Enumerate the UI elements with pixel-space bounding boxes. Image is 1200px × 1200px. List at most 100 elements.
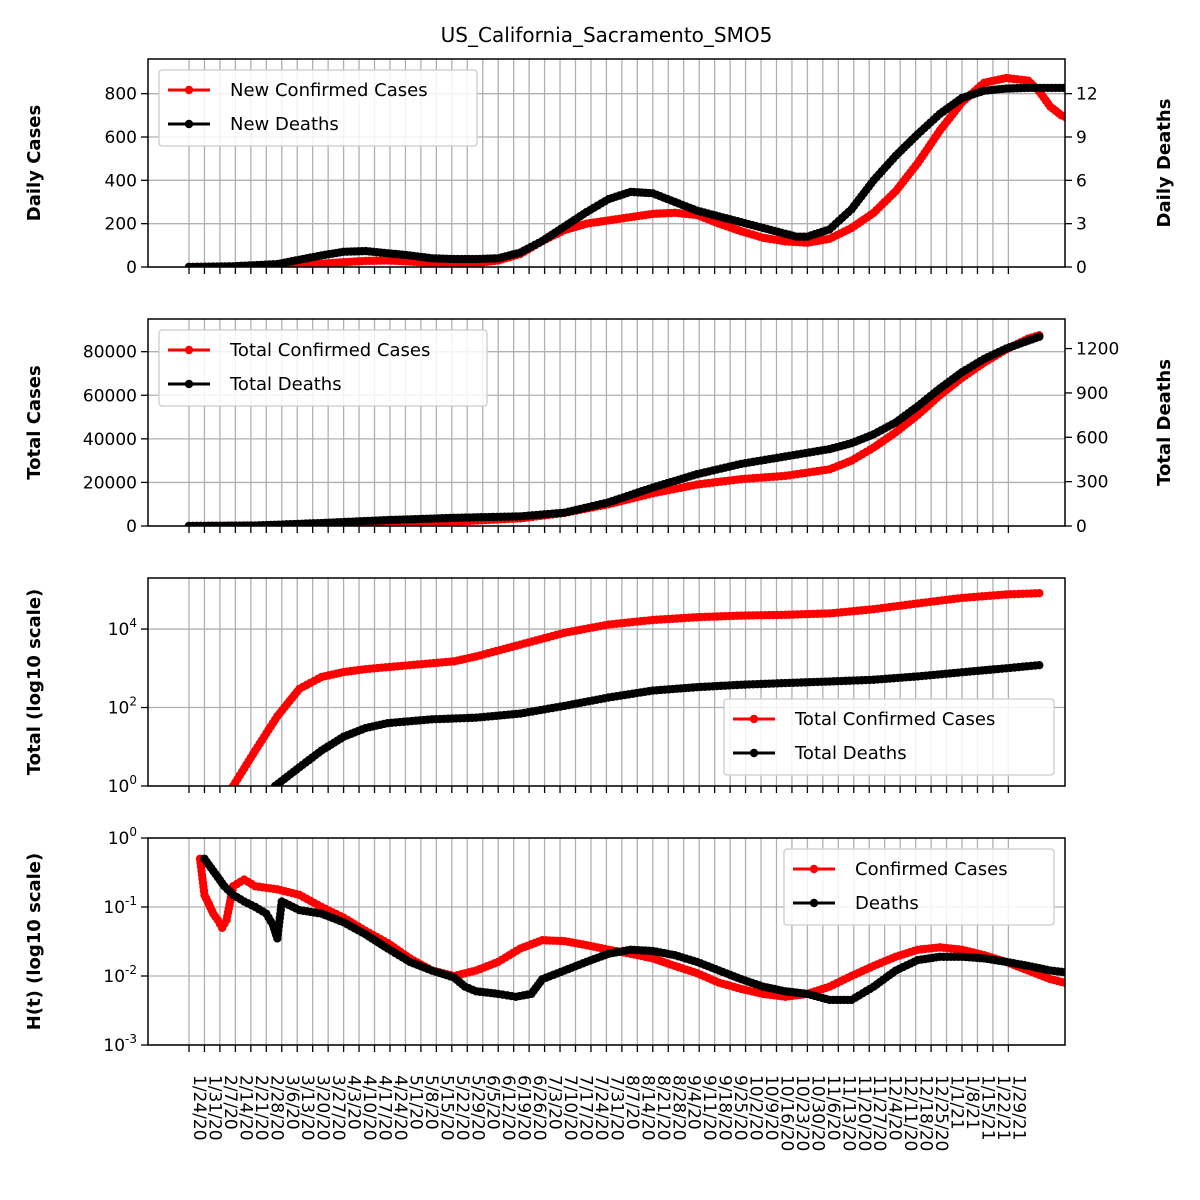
legend-swatch-marker [184, 345, 194, 355]
x-tick-label: 1/8/21 [962, 1075, 982, 1130]
legend-label: New Confirmed Cases [230, 80, 428, 101]
x-tick-label: 1/31/20 [204, 1075, 224, 1141]
y-tick-label: 20000 [83, 473, 137, 493]
data-point [1064, 116, 1065, 121]
data-point [1072, 117, 1080, 125]
panel-4: H(t) (log10 scale) Confirmed Cases Deaths [24, 837, 1098, 1052]
x-tick-label: 7/17/20 [576, 1075, 596, 1141]
data-point [1079, 970, 1087, 978]
data-point [1068, 980, 1076, 988]
x-tick-label: 6/26/20 [529, 1075, 549, 1141]
y-right-tick-label: 3 [1076, 215, 1087, 235]
x-tick-label: 1/15/21 [977, 1075, 997, 1141]
x-tick-label: 1/1/21 [947, 1075, 967, 1130]
y-right-tick-label: 300 [1076, 473, 1108, 493]
x-tick-label: 2/14/20 [235, 1075, 255, 1141]
y-axis-label: Daily Cases [24, 105, 45, 221]
data-point [1068, 116, 1076, 124]
y-axis-label: H(t) (log10 scale) [24, 853, 45, 1031]
data-point [1060, 968, 1065, 977]
x-tick-label: 5/29/20 [467, 1075, 487, 1141]
x-tick-label: 2/21/20 [251, 1075, 271, 1141]
data-point [1064, 981, 1065, 986]
panel-1: 0 200 400 600 800 0 3 6 9 12 Daily Cases Daily Deat… [24, 58, 1175, 278]
y-right-tick-label: 12 [1076, 85, 1098, 105]
legend-swatch-marker [184, 379, 194, 389]
y-tick-label: 100 [108, 825, 137, 849]
x-tick-label: 10/9/20 [761, 1075, 781, 1141]
legend-swatch-marker [809, 864, 819, 874]
data-point [1067, 84, 1075, 92]
x-tick-label: 7/24/20 [591, 1075, 611, 1141]
plot-frame [147, 58, 1066, 268]
y-right-tick-label: 0 [1076, 517, 1087, 537]
chart-title: US_California_Sacramento_SMO5 [441, 23, 773, 47]
data-point [1035, 588, 1044, 598]
y-tick-label: 80000 [83, 343, 137, 363]
y-tick-label: 400 [105, 171, 137, 191]
legend-swatch-marker [749, 714, 759, 724]
legend-swatch-marker [184, 119, 194, 129]
x-tick-label: 3/20/20 [313, 1075, 333, 1141]
x-tick-label: 10/23/20 [792, 1075, 812, 1151]
x-tick-label: 2/28/20 [266, 1075, 286, 1141]
data-point [1079, 981, 1087, 989]
x-tick-label: 2/7/20 [220, 1075, 240, 1130]
x-tick-label: 3/27/20 [328, 1075, 348, 1141]
data-point [1060, 112, 1065, 122]
x-tick-label: 6/19/20 [514, 1075, 534, 1141]
y-tick-label: 600 [105, 128, 137, 148]
x-tick-label: 10/2/20 [746, 1075, 766, 1141]
x-tick-label: 7/10/20 [560, 1075, 580, 1141]
x-tick-label: 12/4/20 [885, 1075, 905, 1141]
panel-2: 0 20000 40000 60000 80000 0 300 600 900 1200 Total… [24, 318, 1175, 537]
legend-box [723, 698, 1055, 776]
y-right-tick-label: 1200 [1076, 340, 1119, 360]
y-tick-label: 40000 [83, 430, 137, 450]
x-tick-label: 8/7/20 [622, 1075, 642, 1130]
x-tick-label: 12/25/20 [931, 1075, 951, 1151]
series-2 [184, 83, 1075, 267]
legend: Total Confirmed Cases Total Deaths [723, 698, 1055, 776]
y-tick-label: 200 [105, 215, 137, 235]
x-tick-label: 10/16/20 [776, 1075, 796, 1151]
legend: Total Confirmed Cases Total Deaths [158, 329, 488, 407]
y-axis-label: Total (log10 scale) [24, 589, 45, 776]
data-point [1083, 971, 1091, 979]
x-tick-label: 4/24/20 [390, 1075, 410, 1141]
x-tick-label: 3/6/20 [282, 1075, 302, 1130]
data-point [1060, 978, 1065, 987]
legend-swatch-marker [809, 898, 819, 908]
x-tick-label: 4/3/20 [344, 1075, 364, 1130]
data-point [1090, 119, 1098, 127]
x-tick-label: 4/10/20 [359, 1075, 379, 1141]
x-tick-label: 12/18/20 [916, 1075, 936, 1151]
data-point [1072, 969, 1080, 977]
x-tick-label: 9/25/20 [730, 1075, 750, 1141]
data-point [1035, 660, 1044, 670]
y-axis-label-right: Total Deaths [1154, 359, 1175, 486]
legend-label: Total Deaths [794, 743, 907, 764]
legend-box [158, 329, 488, 407]
data-point [1059, 83, 1065, 93]
x-tick-label: 9/4/20 [684, 1075, 704, 1130]
x-tick-label: 7/31/20 [606, 1075, 626, 1141]
x-tick-label: 11/13/20 [838, 1075, 858, 1151]
data-point [1087, 119, 1095, 127]
legend-swatch-marker [184, 85, 194, 95]
x-tick-label: 1/22/21 [993, 1075, 1013, 1141]
y-right-tick-label: 9 [1076, 128, 1087, 148]
legend-box [158, 69, 478, 147]
y-right-tick-label: 0 [1076, 258, 1087, 278]
y-tick-label: 800 [105, 85, 137, 105]
x-tick-label: 8/28/20 [668, 1075, 688, 1141]
y-tick-label: 100 [108, 773, 137, 797]
y-tick-label: 0 [126, 517, 137, 537]
plot-frame [147, 837, 1066, 1046]
legend: Confirmed Cases Deaths [783, 848, 1055, 926]
plot-frame [147, 318, 1066, 527]
x-tick-label: 6/5/20 [483, 1075, 503, 1130]
data-point [1087, 971, 1095, 979]
x-tick-label: 6/12/20 [498, 1075, 518, 1141]
data-point [1090, 982, 1098, 990]
